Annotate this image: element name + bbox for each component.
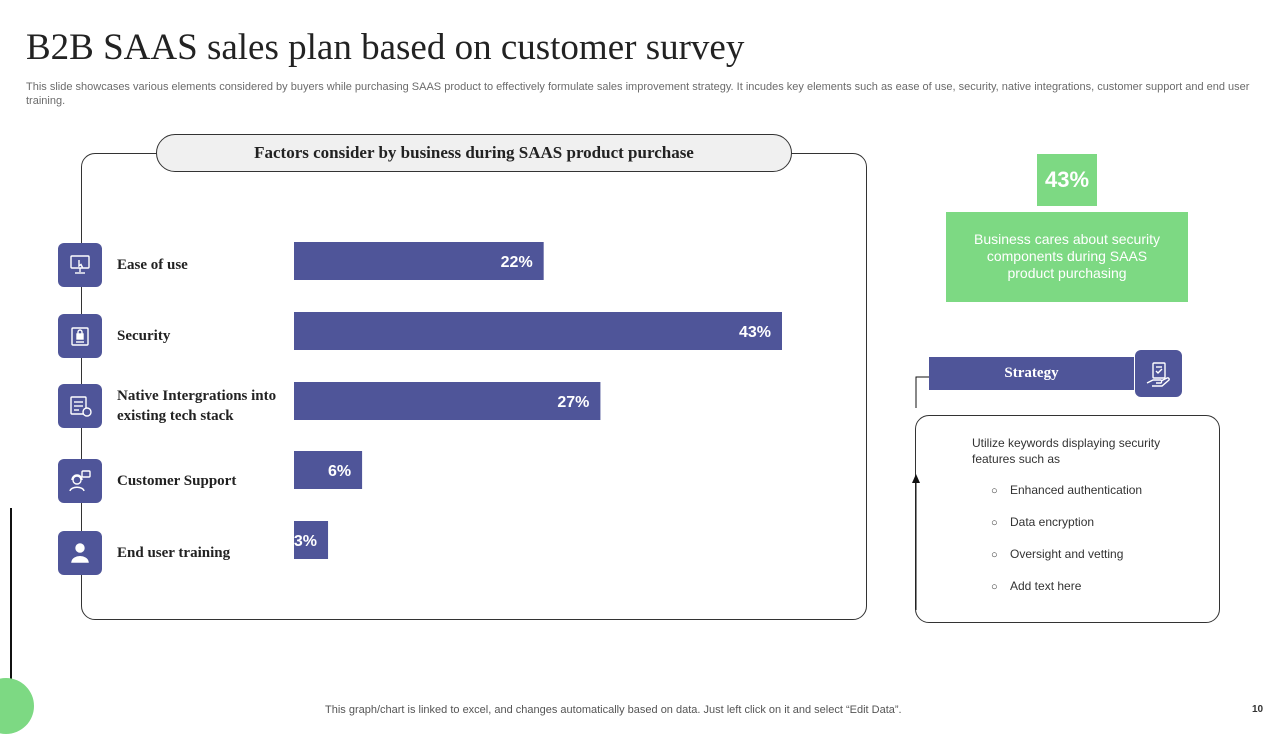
strategy-bullet: ○	[991, 485, 998, 497]
factor-label-ease-of-use: Ease of use	[117, 257, 188, 273]
factor-label-customer-support: Customer Support	[117, 473, 237, 489]
strategy-bullet: ○	[991, 581, 998, 593]
strategy-item: ○ Add text here	[991, 579, 1081, 593]
monitor-touch-icon	[58, 243, 102, 287]
strategy-item: ○ Oversight and vetting	[991, 547, 1123, 561]
footer-note: This graph/chart is linked to excel, and…	[325, 704, 902, 716]
trainee-user-icon	[58, 531, 102, 575]
factor-label-native-integrations: Native Intergrations into existing tech …	[117, 388, 277, 424]
strategy-bullet: ○	[991, 517, 998, 529]
strategy-item-text: Enhanced authentication	[1010, 483, 1143, 497]
strategy-item: ○ Enhanced authentication	[991, 483, 1142, 497]
factor-label-end-user-training: End user training	[117, 545, 231, 561]
strategy-label: Strategy	[929, 357, 1134, 390]
corner-accent-circle	[0, 678, 34, 734]
page-title: B2B SAAS sales plan based on customer su…	[26, 27, 745, 68]
page-number: 10	[1252, 704, 1264, 715]
page-subtitle: This slide showcases various elements co…	[26, 81, 1250, 107]
highlight-value: 43%	[1037, 154, 1097, 206]
highlight-note: Business cares about security components…	[946, 212, 1188, 302]
chart-panel-header: Factors consider by business during SAAS…	[156, 134, 792, 172]
left-accent-line	[10, 508, 12, 698]
strategy-intro: Utilize keywords displaying security fea…	[972, 436, 1161, 466]
strategy-connector	[912, 376, 929, 610]
security-badge-icon	[58, 314, 102, 358]
strategy-item-text: Add text here	[1010, 579, 1082, 593]
strategy-item-text: Data encryption	[1010, 515, 1095, 529]
integration-screen-icon	[58, 384, 102, 428]
clipboard-hand-icon	[1134, 349, 1183, 398]
factor-label-security: Security	[117, 328, 171, 344]
strategy-bullet: ○	[991, 549, 998, 561]
strategy-item: ○ Data encryption	[991, 515, 1094, 529]
support-agent-icon	[58, 459, 102, 503]
strategy-item-text: Oversight and vetting	[1010, 547, 1124, 561]
